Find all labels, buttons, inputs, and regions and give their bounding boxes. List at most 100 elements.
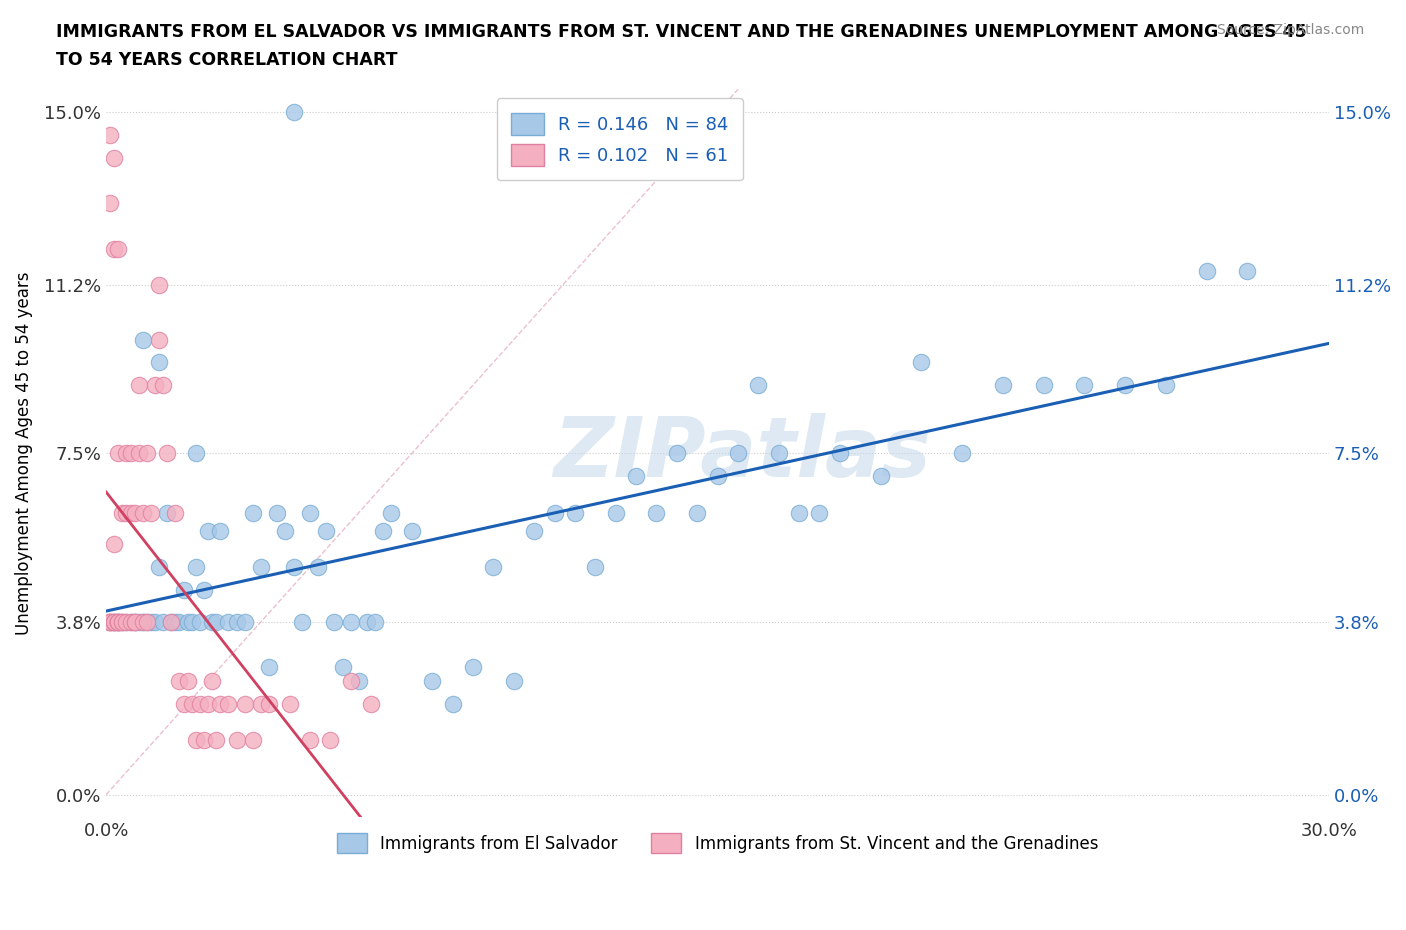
Point (132, 505, 155, 520)
Point (98, 615, 121, 630)
Point (373, 524, 395, 538)
Point (747, 378, 769, 392)
Point (169, 615, 191, 630)
Point (583, 560, 606, 575)
Point (461, 659, 484, 674)
Point (205, 733, 228, 748)
Point (291, 615, 314, 630)
Point (1032, 378, 1054, 392)
Point (217, 697, 239, 711)
Point (169, 673, 191, 688)
Point (176, 673, 198, 688)
Point (319, 733, 342, 748)
Point (645, 505, 668, 520)
Point (315, 524, 337, 538)
Point (124, 615, 146, 630)
Point (193, 733, 215, 748)
Point (298, 733, 321, 748)
Point (278, 697, 301, 711)
Point (274, 524, 297, 538)
Point (135, 615, 157, 630)
Point (257, 659, 280, 674)
Point (184, 446, 207, 461)
Point (115, 505, 138, 520)
Point (991, 378, 1014, 392)
Point (107, 615, 129, 630)
Point (148, 355, 170, 370)
Point (156, 505, 179, 520)
Point (173, 582, 195, 597)
Point (323, 615, 346, 630)
Point (523, 524, 546, 538)
Point (115, 615, 138, 630)
Point (217, 615, 239, 630)
Point (148, 278, 170, 293)
Point (233, 697, 256, 711)
Point (950, 446, 973, 461)
Point (111, 615, 134, 630)
Point (193, 582, 215, 597)
Point (107, 615, 129, 630)
Point (1114, 378, 1136, 392)
Point (128, 615, 150, 630)
Point (1195, 264, 1218, 279)
Point (283, 105, 305, 120)
Point (120, 505, 142, 520)
Point (124, 615, 146, 630)
Point (188, 697, 211, 711)
Point (107, 241, 129, 256)
Point (180, 697, 202, 711)
Point (120, 615, 142, 630)
Point (148, 560, 170, 575)
Point (103, 537, 125, 551)
Point (120, 615, 142, 630)
Point (188, 615, 211, 630)
Point (808, 505, 831, 520)
Point (143, 378, 166, 392)
Point (107, 615, 129, 630)
Point (225, 615, 247, 630)
Point (482, 560, 505, 575)
Point (197, 697, 219, 711)
Point (242, 505, 264, 520)
Point (339, 673, 361, 688)
Point (107, 615, 129, 630)
Point (128, 378, 150, 392)
Point (910, 355, 932, 370)
Point (356, 615, 378, 630)
Point (250, 560, 273, 575)
Point (103, 615, 125, 630)
Point (132, 615, 155, 630)
Point (502, 673, 524, 688)
Y-axis label: Unemployment Among Ages 45 to 54 years: Unemployment Among Ages 45 to 54 years (15, 272, 32, 635)
Text: IMMIGRANTS FROM EL SALVADOR VS IMMIGRANTS FROM ST. VINCENT AND THE GRENADINES UN: IMMIGRANTS FROM EL SALVADOR VS IMMIGRANT… (56, 23, 1308, 41)
Point (165, 615, 187, 630)
Point (665, 446, 688, 461)
Point (111, 505, 134, 520)
Point (347, 673, 370, 688)
Point (869, 469, 891, 484)
Point (111, 615, 134, 630)
Point (107, 446, 129, 461)
Point (184, 560, 207, 575)
Point (706, 469, 728, 484)
Point (205, 615, 228, 630)
Point (266, 505, 288, 520)
Point (103, 151, 125, 166)
Point (209, 524, 232, 538)
Point (787, 505, 810, 520)
Point (132, 332, 155, 347)
Point (98, 615, 121, 630)
Point (828, 446, 851, 461)
Point (160, 615, 183, 630)
Point (564, 505, 586, 520)
Point (115, 446, 138, 461)
Point (401, 524, 423, 538)
Point (180, 615, 202, 630)
Point (103, 615, 125, 630)
Point (139, 505, 162, 520)
Point (107, 615, 129, 630)
Point (98, 615, 121, 630)
Point (1073, 378, 1095, 392)
Point (686, 505, 709, 520)
